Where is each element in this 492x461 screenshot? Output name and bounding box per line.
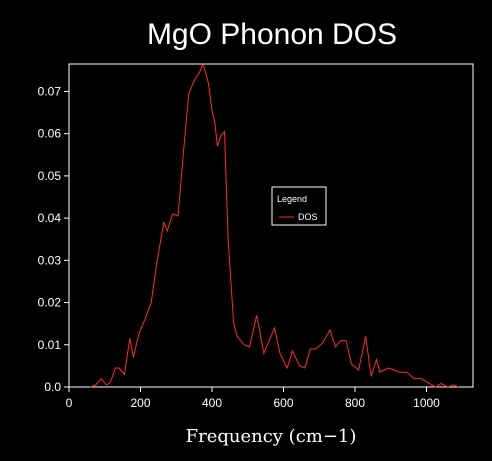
dos-series-line (90, 62, 459, 388)
y-tick-label: 0.03 (38, 253, 62, 267)
x-tick-label: 200 (130, 396, 150, 410)
y-tick-label: 0.01 (38, 338, 62, 352)
y-tick-label: 0.04 (38, 211, 62, 225)
y-axis: 0.0 0.01 0.02 0.03 0.04 0.05 0.06 0.07 (38, 84, 69, 394)
x-tick-label: 800 (345, 396, 365, 410)
x-tick-label: 0 (66, 396, 73, 410)
chart-title: MgO Phonon DOS (147, 18, 397, 51)
y-tick-label: 0.07 (38, 84, 62, 98)
legend-label-dos: DOS (298, 212, 318, 222)
legend: Legend DOS (271, 186, 327, 226)
y-tick-label: 0.0 (44, 380, 61, 394)
y-tick-label: 0.02 (38, 296, 62, 310)
x-tick-label: 1000 (413, 396, 440, 410)
y-tick-label: 0.06 (38, 127, 62, 141)
legend-title: Legend (277, 194, 307, 204)
x-tick-label: 600 (273, 396, 293, 410)
plot-area-frame (68, 63, 474, 388)
x-tick-label: 400 (202, 396, 222, 410)
x-axis: 0 200 400 600 800 1000 (66, 387, 440, 410)
x-axis-label: Frequency (cm−1) (186, 426, 357, 447)
y-tick-label: 0.05 (38, 169, 62, 183)
legend-box (271, 186, 327, 226)
